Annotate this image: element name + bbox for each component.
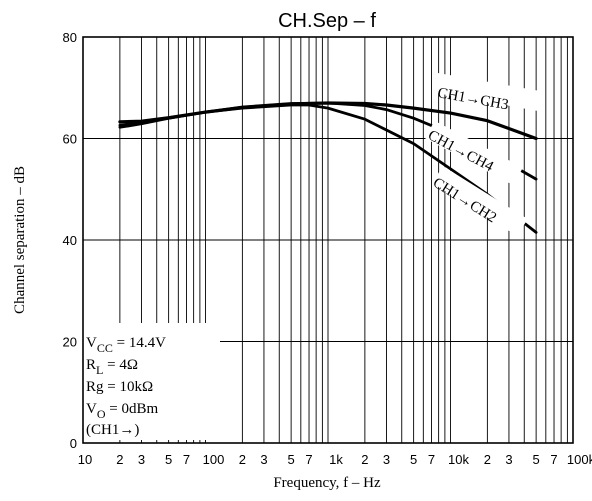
x-tick-label: 100k: [567, 452, 592, 467]
plot-frame: [82, 36, 574, 444]
cond-vcc: VCC = 14.4V: [86, 335, 166, 355]
x-tick-label: 5: [410, 452, 417, 467]
cond-rl: RL = 4Ω: [86, 357, 138, 377]
x-tick-label: 10k: [448, 452, 469, 467]
y-axis-label: Channel separation – dB: [12, 166, 28, 314]
x-axis-label: Frequency, f – Hz: [273, 475, 381, 491]
label-backing-ch4: [425, 120, 523, 186]
x-tick-label: 2: [484, 452, 491, 467]
cond-channel: (CH1→): [86, 422, 139, 438]
chart-title: CH.Sep – f: [278, 10, 376, 32]
x-tick-label: 2: [239, 452, 246, 467]
conditions-text: VCC = 14.4V RL = 4Ω Rg = 10kΩ VO = 0dBm …: [86, 335, 166, 438]
series-line-3: [118, 103, 538, 234]
y-tick-label: 0: [70, 436, 77, 451]
x-tick-label: 3: [138, 452, 145, 467]
x-tick-label: 100: [203, 452, 225, 467]
x-tick-label: 5: [288, 452, 295, 467]
y-tick-label: 40: [63, 233, 77, 248]
x-tick-label: 7: [428, 452, 435, 467]
y-tick-label: 20: [63, 335, 77, 350]
x-tick-label: 7: [305, 452, 312, 467]
label-backing-ch3: [433, 72, 543, 112]
conditions-box: [83, 323, 220, 440]
y-tick-label: 80: [63, 30, 77, 45]
y-tick-label: 60: [63, 132, 77, 147]
x-tick-label: 7: [550, 452, 557, 467]
x-tick-label: 3: [260, 452, 267, 467]
x-tick-label: 5: [533, 452, 540, 467]
x-tick-label: 2: [116, 452, 123, 467]
y-tick-labels: 0 20 40 60 80: [63, 30, 77, 451]
label-backing-ch2: [432, 166, 528, 236]
x-tick-label: 5: [165, 452, 172, 467]
x-tick-label: 2: [361, 452, 368, 467]
x-tick-label: 3: [505, 452, 512, 467]
x-tick-label: 10: [78, 452, 92, 467]
cond-vo: VO = 0dBm: [86, 401, 158, 421]
cond-rg: Rg = 10kΩ: [86, 379, 153, 395]
x-tick-label: 1k: [329, 452, 343, 467]
x-tick-labels: 10 2 3 5 7 100 2 3 5 7 1k 2 3 5 7 10k 2 3 5 7 100k: [78, 452, 592, 467]
x-tick-label: 3: [383, 452, 390, 467]
x-tick-label: 7: [183, 452, 190, 467]
